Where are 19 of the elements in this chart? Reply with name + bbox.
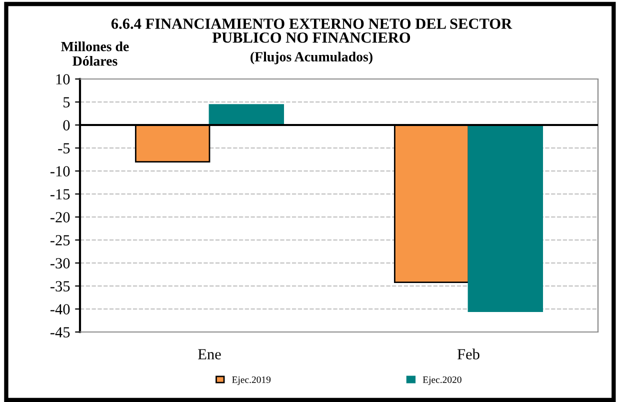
chart-title: 6.6.4 FINANCIAMIENTO EXTERNO NETO DEL SECTOR PUBLICO NO FINANCIERO (111, 18, 512, 43)
chart-subtitle: (Flujos Acumulados) (250, 52, 372, 64)
y-tick-label: -25 (50, 235, 70, 246)
y-tick-label: -30 (50, 258, 70, 268)
y-tick-label: -45 (50, 327, 70, 338)
x-tick-label: Ene (198, 349, 221, 360)
y-tick-label: -5 (58, 143, 70, 154)
y-tick-label: -20 (50, 212, 70, 222)
y-tick-label: -35 (50, 281, 70, 292)
legend-label: Ejec.2019 (232, 376, 271, 385)
y-tick-label: -10 (50, 166, 70, 176)
y-tick-label: 5 (64, 97, 70, 108)
y-tick-label: -40 (50, 304, 70, 314)
y-tick-label: -15 (50, 189, 70, 200)
y-axis-title: Millones de Dólares (61, 41, 129, 66)
legend-label: Ejec.2020 (422, 376, 462, 385)
x-tick-label: Feb (457, 348, 480, 360)
y-tick-label: 10 (56, 74, 70, 84)
y-tick-label: 0 (63, 120, 70, 130)
